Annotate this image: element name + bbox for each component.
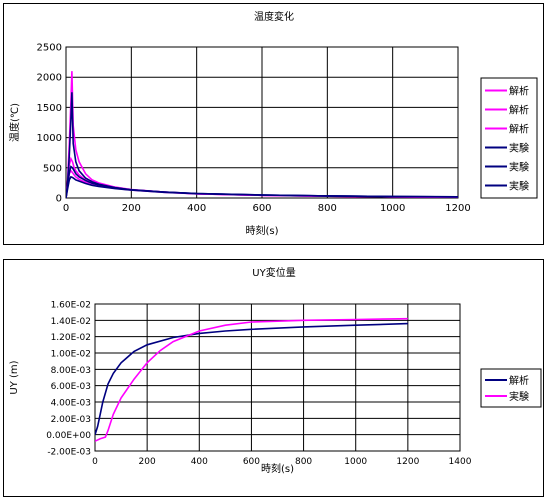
x-axis-label: 時刻(s) xyxy=(245,224,278,237)
legend-box xyxy=(480,368,542,408)
temperature-chart-panel: 0 500 1000 1500 2000 2500 0 200 400 600 800 1000 120… xyxy=(3,3,544,245)
x-tick-label: 800 xyxy=(318,203,337,214)
legend-box xyxy=(480,77,538,199)
x-tick-label: 1200 xyxy=(445,203,470,214)
x-tick-label: 400 xyxy=(191,457,208,467)
displacement-chart: -2.00E-03 0.00E+00 2.00E-03 4.00E-03 6.00E-0… xyxy=(9,266,542,475)
legend-entry: 解析 xyxy=(509,104,529,117)
plot-frame xyxy=(94,303,461,452)
x-axis-label: 時刻(s) xyxy=(261,462,294,475)
y-tick-label: 1.00E-02 xyxy=(51,350,91,360)
y-tick-label: 500 xyxy=(43,163,62,174)
plot-frame xyxy=(65,46,459,199)
x-tick-label: 1000 xyxy=(380,203,405,214)
y-tick-label: 4.00E-03 xyxy=(51,399,91,409)
x-tick-label: 200 xyxy=(122,203,141,214)
x-tick-label: 1400 xyxy=(449,457,472,467)
y-tick-label: 2000 xyxy=(37,73,62,84)
legend-entry: 実験 xyxy=(509,142,529,155)
y-tick-label: -2.00E-03 xyxy=(47,448,91,458)
series-line-1 xyxy=(95,322,408,435)
y-tick-label: 1.20E-02 xyxy=(51,333,91,343)
chart-title: 温度変化 xyxy=(254,10,294,23)
y-tick-label: 0.00E+00 xyxy=(46,431,91,441)
x-tick-label: 0 xyxy=(92,457,98,467)
y-tick-label: 2500 xyxy=(37,43,62,54)
y-tick-label: 1.60E-02 xyxy=(51,301,91,311)
displacement-chart-panel: -2.00E-03 0.00E+00 2.00E-03 4.00E-03 6.00E-0… xyxy=(3,259,544,497)
y-tick-label: 1500 xyxy=(37,103,62,114)
y-tick-label: 2.00E-03 xyxy=(51,415,91,425)
legend-entry: 実験 xyxy=(509,161,529,174)
x-tick-label: 200 xyxy=(139,457,156,467)
y-axis-label: 温度(℃) xyxy=(8,103,21,142)
x-tick-label: 600 xyxy=(252,203,271,214)
x-tick-label: 0 xyxy=(63,203,69,214)
x-tick-label: 400 xyxy=(187,203,206,214)
legend-entry: 解析 xyxy=(509,374,529,387)
x-tick-label: 800 xyxy=(295,457,312,467)
legend-entry: 実験 xyxy=(509,390,529,403)
series-line-6 xyxy=(66,175,458,198)
x-tick-label: 600 xyxy=(243,457,260,467)
legend-entry: 解析 xyxy=(509,85,529,98)
y-axis-label: UY (m) xyxy=(9,360,20,394)
x-tick-label: 1200 xyxy=(396,457,419,467)
y-tick-label: 1000 xyxy=(37,133,62,144)
temperature-chart: 0 500 1000 1500 2000 2500 0 200 400 600 800 1000 120… xyxy=(8,10,538,237)
y-tick-label: 8.00E-03 xyxy=(51,366,91,376)
series-line-2 xyxy=(95,317,408,442)
y-tick-label: 1.40E-02 xyxy=(51,317,91,327)
y-tick-label: 6.00E-03 xyxy=(51,382,91,392)
plot-area xyxy=(95,304,460,451)
chart-title: UY変位量 xyxy=(252,266,295,279)
legend-entry: 実験 xyxy=(509,180,529,193)
legend-entry: 解析 xyxy=(509,123,529,136)
x-tick-label: 1000 xyxy=(344,457,367,467)
y-tick-label: 0 xyxy=(56,194,62,205)
